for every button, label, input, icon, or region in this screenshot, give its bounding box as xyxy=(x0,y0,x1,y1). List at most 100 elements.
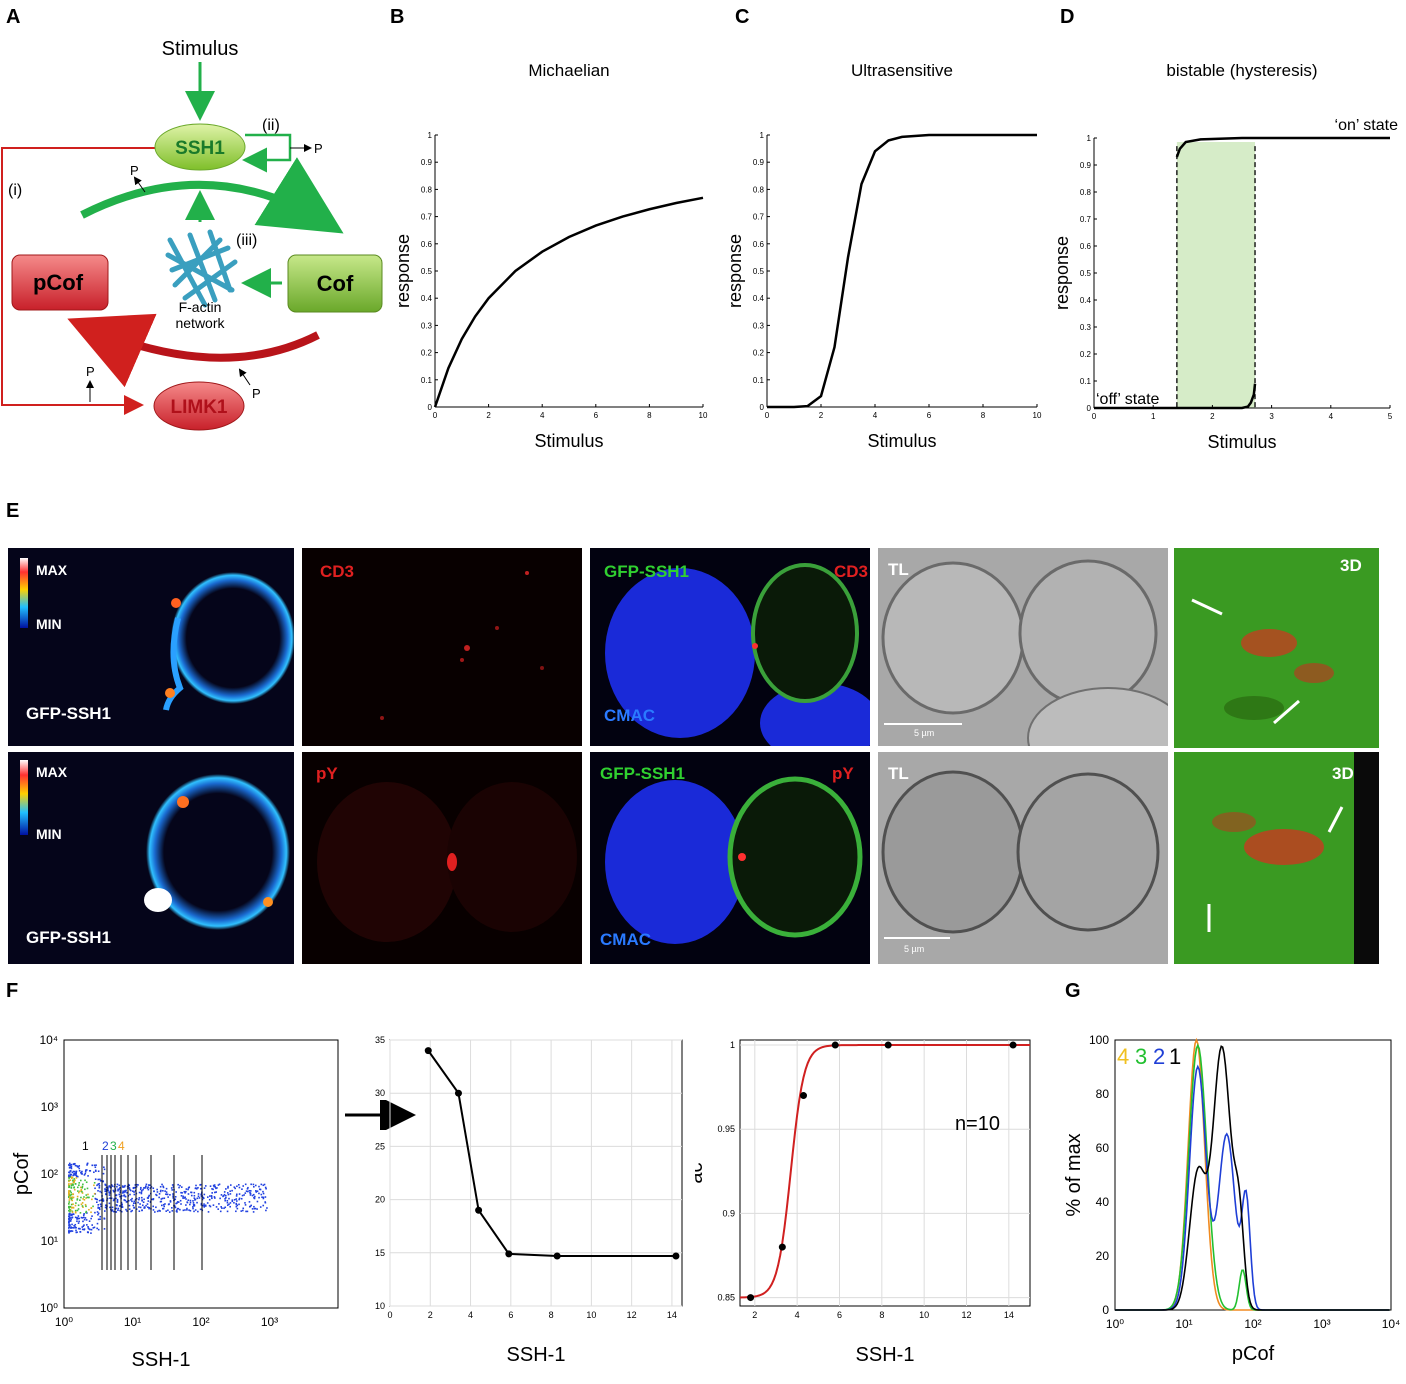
merge-gfp-label: GFP-SSH1 xyxy=(604,562,690,581)
scatter-dot xyxy=(79,1179,82,1182)
scatter-dot xyxy=(82,1183,84,1186)
scatter-dot xyxy=(190,1194,193,1197)
scatter-dot xyxy=(146,1197,149,1199)
chart-title: Ultrasensitive xyxy=(851,61,953,80)
scatter-dot xyxy=(144,1206,146,1209)
scatter-dot xyxy=(86,1212,88,1214)
label-ii: (ii) xyxy=(262,117,280,134)
scatter-dot xyxy=(224,1199,227,1202)
scatter-dot xyxy=(102,1199,105,1202)
scatter-dot xyxy=(200,1193,202,1196)
scatter-dot xyxy=(167,1196,169,1198)
scatter-dot xyxy=(229,1193,232,1195)
scatter-dot xyxy=(159,1190,162,1193)
scatter-dot xyxy=(75,1174,78,1177)
y-tick-label: 0.5 xyxy=(421,267,433,276)
scatter-dot xyxy=(156,1191,159,1193)
scatter-dot xyxy=(124,1195,127,1198)
scatter-dot xyxy=(123,1194,126,1196)
scatter-dot xyxy=(74,1209,77,1212)
y-tick-label: 40 xyxy=(1096,1195,1110,1209)
scatter-dot xyxy=(199,1208,202,1211)
y-tick-label: 0 xyxy=(1102,1303,1109,1317)
scatter-dot xyxy=(68,1232,70,1234)
data-point xyxy=(831,1041,839,1049)
scatter-dot xyxy=(138,1210,141,1212)
x-tick-label: 8 xyxy=(549,1310,554,1320)
y-tick-label: 0.7 xyxy=(753,213,765,222)
scatter-dot xyxy=(85,1194,88,1196)
scatter-dot xyxy=(235,1210,237,1213)
scatter-dot xyxy=(196,1201,198,1204)
scatter-dot xyxy=(81,1226,84,1228)
scatter-dot xyxy=(195,1184,197,1187)
scatter-dot xyxy=(147,1200,150,1202)
scatter-dot xyxy=(81,1185,84,1188)
scatter-dot xyxy=(80,1172,83,1175)
scatter-dot xyxy=(119,1195,121,1198)
scatter-dot xyxy=(75,1226,77,1229)
scatter-dot xyxy=(175,1202,177,1205)
scatter-dot xyxy=(203,1206,206,1208)
scatter-dot xyxy=(176,1201,179,1203)
scatter-dot xyxy=(85,1211,87,1214)
x-tick-label: 4 xyxy=(873,411,878,420)
y-tick-label: 15 xyxy=(375,1248,385,1258)
scatter-dot xyxy=(90,1207,93,1209)
on-state-label: ‘on’ state xyxy=(1335,117,1399,134)
x-tick-label: 10 xyxy=(1033,411,1042,420)
scatter-dot xyxy=(253,1197,256,1200)
scatter-dot xyxy=(174,1195,177,1198)
scatter-dot xyxy=(71,1199,74,1202)
scatter-dot xyxy=(73,1173,76,1176)
scatter-dot xyxy=(121,1206,124,1208)
scatter-dot xyxy=(154,1211,156,1213)
scatter-dot xyxy=(69,1224,71,1226)
scatter-dot xyxy=(229,1202,232,1204)
panel-label-g: G xyxy=(1065,980,1081,1002)
scatter-dot xyxy=(246,1190,249,1193)
scatter-dot xyxy=(182,1209,185,1212)
scatter-dot xyxy=(128,1204,131,1207)
scatter-dot xyxy=(242,1207,245,1210)
scatter-dot xyxy=(68,1185,71,1187)
scatter-dot xyxy=(211,1188,213,1190)
scatter-dot xyxy=(129,1189,132,1192)
scatter-dot xyxy=(97,1228,100,1231)
scatter-dot xyxy=(73,1224,75,1227)
scatter-dot xyxy=(235,1195,238,1197)
scatter-dot xyxy=(77,1204,80,1207)
scatter-dot xyxy=(75,1170,78,1173)
scatter-dot xyxy=(129,1188,131,1191)
scatter-dot xyxy=(133,1193,136,1196)
scatter-dot xyxy=(192,1202,195,1204)
scatter-dot xyxy=(162,1185,164,1188)
scatter-dot xyxy=(122,1186,124,1188)
y-tick-label: 0.8 xyxy=(753,185,765,194)
scatter-dot xyxy=(82,1220,84,1223)
p-label: P xyxy=(314,141,323,156)
scatter-dot xyxy=(68,1177,70,1179)
x-tick-label: 4 xyxy=(795,1310,800,1320)
scatter-dot xyxy=(69,1170,71,1172)
scatter-dot xyxy=(165,1193,167,1195)
scatter-dot xyxy=(161,1197,164,1200)
scatter-dot xyxy=(111,1209,114,1211)
y-tick-label: 30 xyxy=(375,1088,385,1098)
scatter-dot xyxy=(76,1220,78,1223)
y-tick-label: 0 xyxy=(1087,404,1092,413)
x-tick-label: 6 xyxy=(927,411,932,420)
scatter-dot xyxy=(187,1187,190,1189)
scatter-dot xyxy=(126,1200,128,1203)
scatter-dot xyxy=(69,1173,72,1176)
scatter-dot xyxy=(86,1224,88,1226)
scatter-dot xyxy=(71,1183,74,1186)
scatter-dot xyxy=(263,1183,266,1186)
scatter-dot xyxy=(174,1206,177,1209)
scatter-dot xyxy=(229,1184,232,1186)
scatter-dot xyxy=(141,1196,143,1199)
scatter-dot xyxy=(78,1184,80,1187)
ac-vs-ssh1-chart: 2 4 6 8 10 12 14 0.85 0.9 0.95 1 SSH-1 ac n=10 xyxy=(695,1039,1031,1366)
scatter-dot xyxy=(68,1217,70,1220)
scatter-dot xyxy=(193,1191,196,1194)
